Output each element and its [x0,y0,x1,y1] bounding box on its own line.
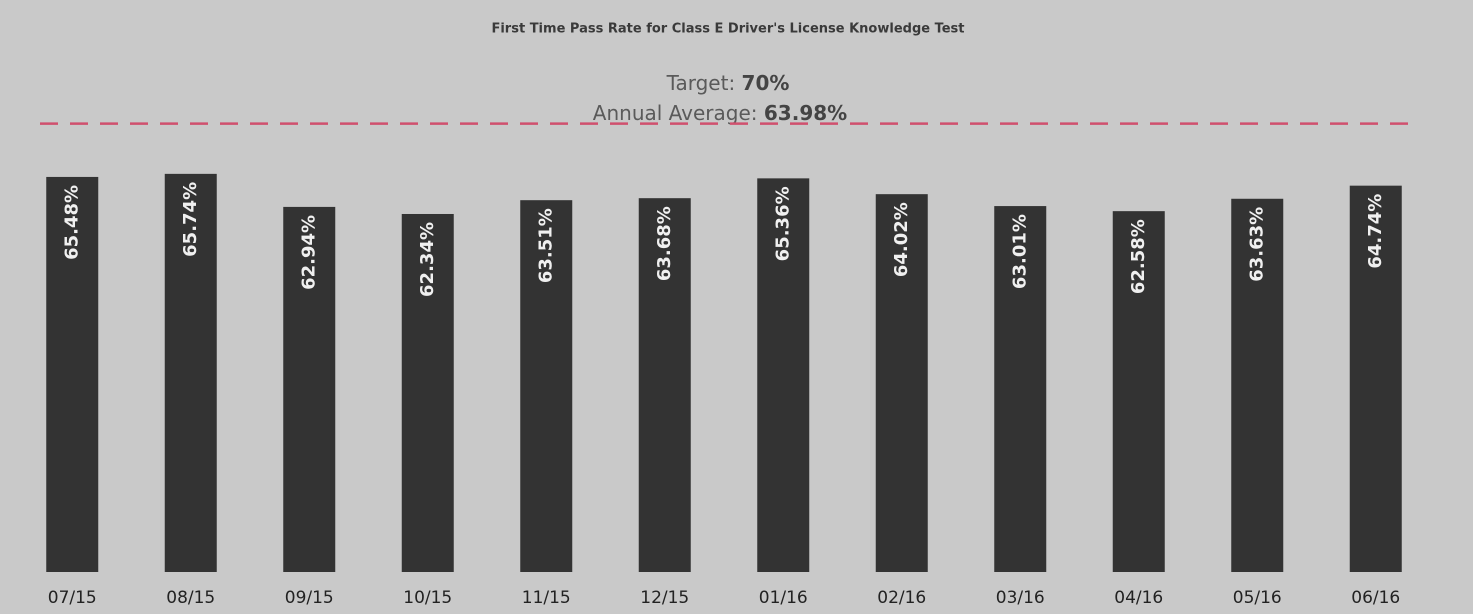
data-label: 63.51% [535,208,556,283]
x-tick-label: 01/16 [759,588,808,608]
x-tick-label: 08/15 [166,588,215,608]
data-label: 64.02% [891,202,912,277]
x-tick-label: 12/15 [640,588,689,608]
bar [638,198,691,572]
x-tick-label: 09/15 [285,588,334,608]
average-annotation: Annual Average: 63.98% [593,101,847,125]
bar [401,213,454,572]
bar [757,178,810,573]
data-label: 65.74% [180,182,201,257]
target-annotation: Target: 70% [666,71,790,95]
x-tick-label: 03/16 [996,588,1045,608]
data-label: 63.63% [1246,207,1267,282]
x-tick-label: 04/16 [1114,588,1163,608]
target-value: 70% [742,71,790,95]
average-value: 63.98% [764,101,847,125]
x-tick-label: 02/16 [877,588,926,608]
x-tick-label: 05/16 [1233,588,1282,608]
x-tick-label: 11/15 [522,588,571,608]
bar [46,176,99,572]
bar [520,200,573,572]
bar [283,206,336,572]
x-tick-label: 07/15 [48,588,97,608]
data-label: 65.36% [772,186,793,261]
bar [1112,211,1165,572]
bar [875,194,928,572]
x-tick-label: 06/16 [1351,588,1400,608]
bar [1231,198,1284,573]
data-label: 64.74% [1365,194,1386,269]
average-text: Annual Average: [593,101,758,125]
x-tick-label: 10/15 [403,588,452,608]
bar [1349,185,1402,572]
data-label: 63.68% [654,206,675,281]
bar [994,206,1047,572]
data-label: 62.34% [417,222,438,297]
data-label: 65.48% [61,185,82,260]
chart-title: First Time Pass Rate for Class E Driver'… [491,22,964,37]
bar [164,173,217,573]
target-text: Target: [666,71,736,95]
data-label: 62.58% [1128,219,1149,294]
data-label: 63.01% [1009,214,1030,289]
data-label: 62.94% [298,215,319,290]
